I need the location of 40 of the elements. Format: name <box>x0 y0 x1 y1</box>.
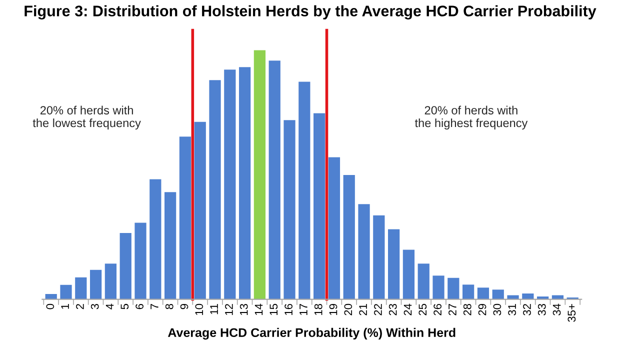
x-tick-label: 26 <box>434 304 442 316</box>
x-tick-label: 29 <box>478 304 486 316</box>
x-tick-label: 35+ <box>568 304 576 322</box>
x-tick-label: 8 <box>165 304 174 310</box>
x-tick-label: 34 <box>552 304 561 316</box>
x-tick-label: 20 <box>344 304 352 316</box>
x-tick-label: 4 <box>106 304 114 310</box>
x-tick-label: 16 <box>284 304 292 315</box>
x-tick-label: 5 <box>120 304 129 310</box>
x-tick-label: 6 <box>136 304 144 310</box>
x-tick-label: 3 <box>90 304 99 310</box>
x-axis-title: Average HCD Carrier Probability (%) Within Herd <box>168 328 456 340</box>
x-tick-label: 1 <box>61 304 69 309</box>
x-tick-label: 28 <box>463 304 472 316</box>
x-tick-label: 32 <box>523 304 531 316</box>
x-tick-label: 24 <box>404 304 412 316</box>
x-tick-label: 7 <box>150 304 158 310</box>
x-tick-label: 0 <box>46 304 54 310</box>
x-tick-label: 18 <box>314 304 322 315</box>
x-tick-label: 13 <box>240 304 248 315</box>
x-tick-label: 19 <box>329 304 338 315</box>
x-tick-label: 25 <box>418 304 427 316</box>
x-tick-label: 11 <box>210 304 218 314</box>
x-tick-label: 30 <box>493 304 502 316</box>
chart-title: Figure 3: Distribution of Holstein Herds by the Average HCD Carrier Probability <box>24 5 596 20</box>
x-tick-label: 21 <box>359 304 367 316</box>
x-tick-label: 15 <box>270 304 278 315</box>
x-tick-label: 27 <box>448 304 456 316</box>
x-tick-label: 33 <box>538 304 546 316</box>
annotation: 20% of herds with the highest frequency <box>414 106 528 130</box>
x-tick-label: 17 <box>300 304 308 315</box>
x-tick-label: 23 <box>388 304 397 316</box>
x-tick-label: 22 <box>374 304 382 316</box>
annotation: 20% of herds with the lowest frequency <box>32 106 141 130</box>
x-tick-label: 31 <box>508 304 516 316</box>
x-tick-label: 10 <box>195 304 204 315</box>
x-tick-label: 14 <box>254 304 263 315</box>
x-tick-label: 12 <box>225 304 233 315</box>
x-tick-label: 2 <box>76 304 84 310</box>
x-tick-label: 9 <box>180 304 188 310</box>
